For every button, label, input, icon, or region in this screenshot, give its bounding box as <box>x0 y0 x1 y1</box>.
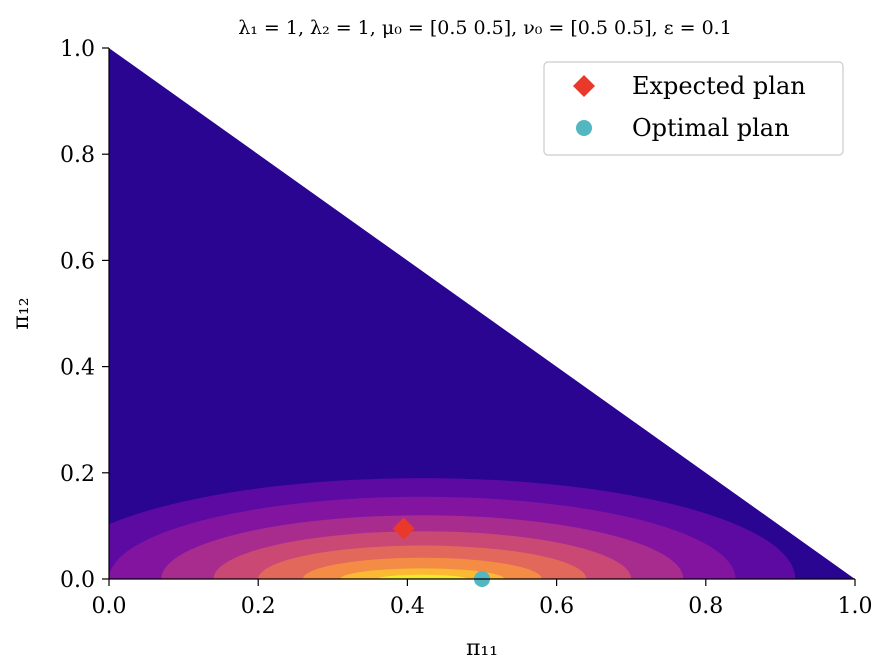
x-axis-label: π₁₁ <box>466 636 498 661</box>
plot-area <box>109 48 855 579</box>
legend-box <box>543 61 844 156</box>
x-axis-ticks: 0.0 0.2 0.4 0.6 0.8 1.0 <box>92 579 873 619</box>
expected-plan-marker <box>392 517 415 540</box>
y-tick-label: 1.0 <box>60 37 95 62</box>
legend-optimal-plan-swatch <box>576 120 592 136</box>
x-tick-label: 0.2 <box>241 594 276 619</box>
legend: Expected plan Optimal plan <box>543 61 844 156</box>
x-tick-label: 1.0 <box>838 594 873 619</box>
chart-title: λ₁ = 1, λ₂ = 1, μ₀ = [0.5 0.5], ν₀ = [0.… <box>238 17 732 39</box>
contour-level-7 <box>340 568 505 579</box>
x-tick-label: 0.0 <box>92 594 127 619</box>
y-tick-label: 0.0 <box>60 568 95 593</box>
y-tick-label: 0.8 <box>60 143 95 168</box>
y-axis-label: π₁₂ <box>9 297 34 329</box>
legend-label: Optimal plan <box>632 114 790 142</box>
y-tick-label: 0.2 <box>60 462 95 487</box>
contour-level-6 <box>302 557 542 579</box>
contour-level-8 <box>377 574 468 579</box>
y-tick-label: 0.4 <box>60 356 95 381</box>
legend-expected-plan-swatch <box>573 75 595 97</box>
y-axis-ticks: 0.0 0.2 0.4 0.6 0.8 1.0 <box>60 37 109 593</box>
y-tick-label: 0.6 <box>60 249 95 274</box>
contour-background <box>109 48 855 579</box>
legend-label: Expected plan <box>632 72 806 100</box>
x-tick-label: 0.4 <box>390 594 425 619</box>
x-tick-label: 0.6 <box>539 594 574 619</box>
x-tick-label: 0.8 <box>688 594 723 619</box>
